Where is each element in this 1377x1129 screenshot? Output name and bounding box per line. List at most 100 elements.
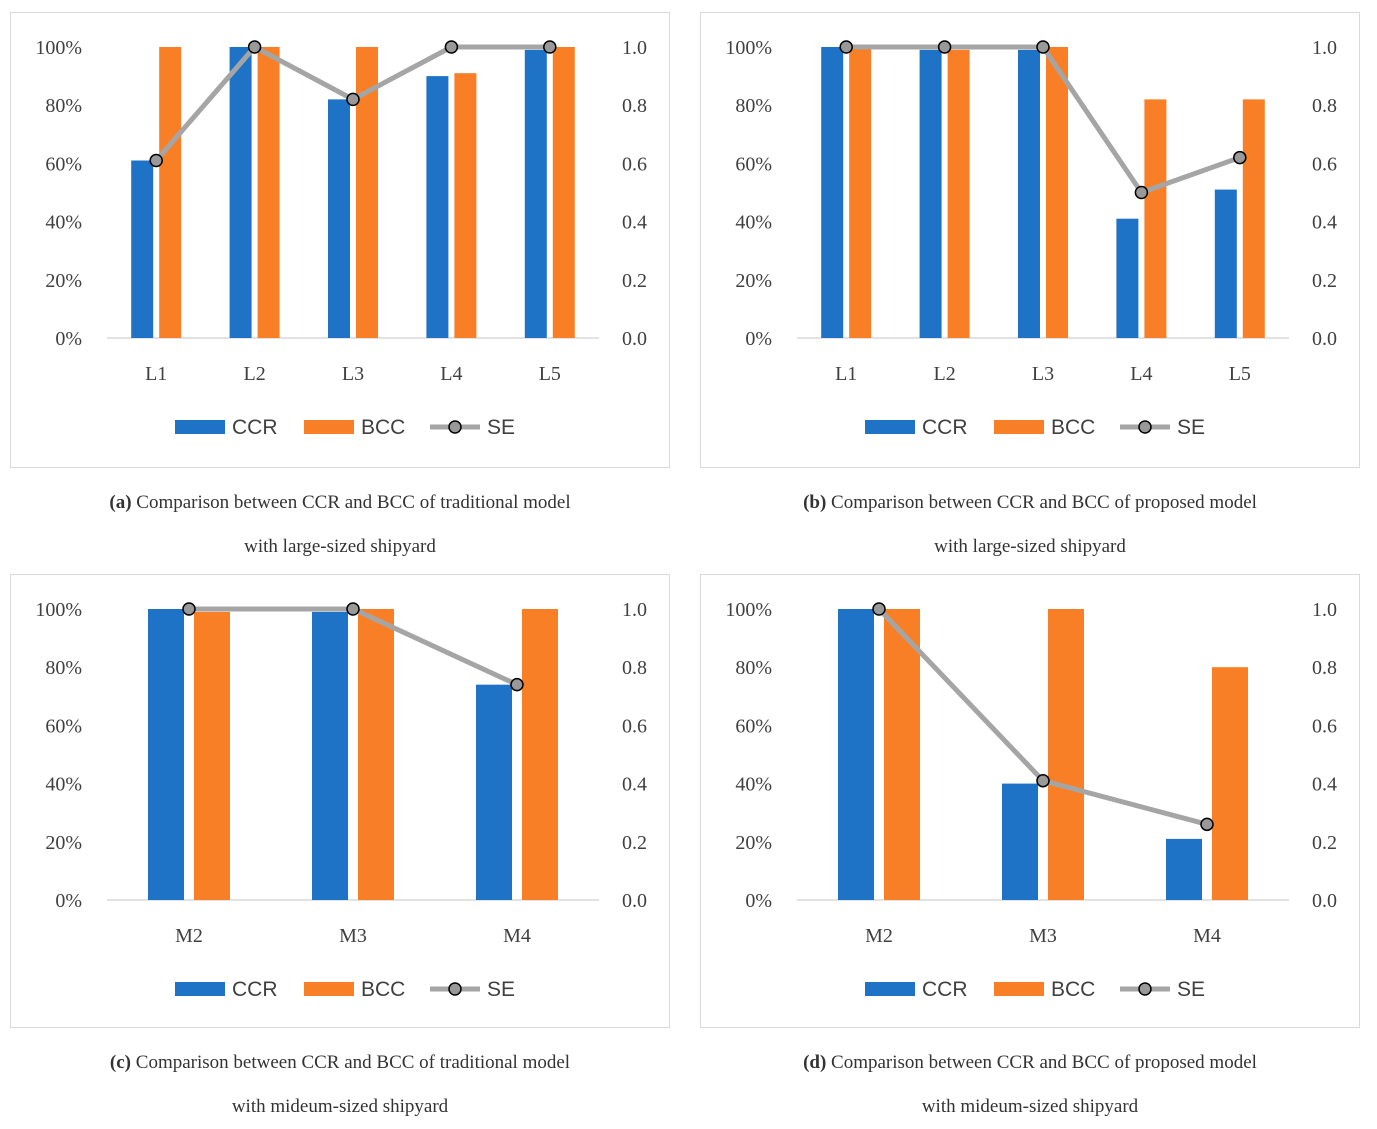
legend-se-label: SE bbox=[1177, 978, 1205, 1001]
right-axis-tick-label: 0.2 bbox=[622, 832, 647, 854]
bar-ccr-m2 bbox=[148, 609, 184, 900]
bar-bcc-l1 bbox=[159, 47, 182, 338]
se-point-m2 bbox=[872, 602, 886, 616]
right-axis-tick-label: 0.6 bbox=[622, 153, 647, 175]
caption-b-line2: with large-sized shipyard bbox=[934, 536, 1126, 557]
x-tick-label-l4: L4 bbox=[1130, 363, 1152, 385]
bar-bcc-l5 bbox=[1242, 99, 1265, 338]
bar-ccr-l4 bbox=[426, 76, 449, 338]
x-tick-label-m3: M3 bbox=[339, 925, 367, 947]
x-tick-label-m2: M2 bbox=[865, 925, 893, 947]
caption-b-line1: Comparison between CCR and BCC of propos… bbox=[831, 492, 1257, 513]
bar-ccr-m2 bbox=[838, 609, 874, 900]
right-axis-tick-label: 0.2 bbox=[622, 270, 647, 292]
se-point-l2 bbox=[247, 40, 262, 54]
se-point-m3 bbox=[1036, 773, 1050, 788]
chart-b-svg: 0% 20% 40% 60% 80% 100% 0.0 0.2 0.4 0.6 0.8 1.0 L1 L2… bbox=[700, 12, 1360, 468]
se-point-l1 bbox=[839, 40, 853, 54]
bar-ccr-m3 bbox=[1002, 783, 1038, 900]
right-axis-tick-label: 1.0 bbox=[1312, 599, 1337, 621]
se-point-l5 bbox=[1233, 150, 1247, 165]
left-axis-tick-label: 80% bbox=[45, 657, 82, 679]
se-point-l3 bbox=[1036, 40, 1050, 54]
legend-ccr-label: CCR bbox=[922, 978, 968, 1001]
bar-ccr-l2 bbox=[919, 49, 942, 338]
se-point-l3 bbox=[346, 92, 360, 107]
x-tick-label-l3: L3 bbox=[1032, 363, 1054, 385]
legend-bcc-swatch bbox=[304, 420, 354, 434]
right-axis-tick-label: 0.4 bbox=[622, 774, 647, 796]
right-axis-tick-label: 0.6 bbox=[1312, 715, 1337, 737]
caption-c: (c) Comparison between CCR and BCC of tr… bbox=[10, 1041, 670, 1129]
chart-panel-a: 0% 20% 40% 60% 80% 100% 0.0 0.2 0.4 0.6 0.8 1.0 L1 L2… bbox=[10, 12, 670, 468]
x-tick-label-l4: L4 bbox=[440, 363, 462, 385]
se-point-l1 bbox=[149, 153, 163, 168]
bar-bcc-m2 bbox=[194, 611, 230, 900]
left-axis-tick-label: 20% bbox=[735, 270, 772, 292]
left-axis-tick-label: 40% bbox=[735, 774, 772, 796]
chart-a-svg: 0% 20% 40% 60% 80% 100% 0.0 0.2 0.4 0.6 0.8 1.0 L1 L2… bbox=[10, 12, 670, 468]
left-axis-tick-label: 40% bbox=[45, 212, 82, 234]
chart-panel-d: 0% 20% 40% 60% 80% 100% 0.0 0.2 0.4 0.6 0.8 1.0 M2 M3… bbox=[700, 574, 1360, 1028]
legend-ccr-swatch bbox=[175, 420, 225, 434]
right-axis-tick-label: 0.4 bbox=[1312, 774, 1337, 796]
left-axis-tick-label: 20% bbox=[735, 832, 772, 854]
bar-ccr-l2 bbox=[229, 47, 252, 338]
right-axis-tick-label: 0.6 bbox=[1312, 153, 1337, 175]
left-axis-tick-label: 100% bbox=[725, 599, 772, 621]
caption-c-line1: Comparison between CCR and BCC of tradit… bbox=[135, 1052, 571, 1073]
bar-bcc-m4 bbox=[522, 609, 558, 900]
bar-bcc-m3 bbox=[358, 609, 394, 900]
bar-bcc-m3 bbox=[1048, 609, 1084, 900]
bar-ccr-m3 bbox=[312, 611, 348, 900]
legend-ccr-swatch bbox=[865, 982, 915, 996]
chart-c-svg: 0% 20% 40% 60% 80% 100% 0.0 0.2 0.4 0.6 0.8 1.0 M2 M3… bbox=[10, 574, 670, 1028]
left-axis-tick-label: 60% bbox=[735, 715, 772, 737]
left-axis-tick-label: 20% bbox=[45, 270, 82, 292]
left-axis-tick-label: 80% bbox=[735, 657, 772, 679]
right-axis-tick-label: 0.0 bbox=[622, 328, 647, 350]
legend-bcc-swatch bbox=[994, 982, 1044, 996]
left-axis-tick-label: 60% bbox=[735, 153, 772, 175]
right-axis-tick-label: 0.6 bbox=[622, 715, 647, 737]
legend-ccr-label: CCR bbox=[922, 416, 968, 439]
legend-se-label: SE bbox=[1177, 416, 1205, 439]
right-axis-tick-label: 0.2 bbox=[1312, 270, 1337, 292]
se-point-l2 bbox=[937, 40, 952, 54]
legend-bcc-label: BCC bbox=[1051, 416, 1095, 439]
caption-c-line2: with mideum-sized shipyard bbox=[231, 1096, 449, 1117]
bar-bcc-l2 bbox=[947, 49, 970, 338]
bar-bcc-l4 bbox=[454, 73, 477, 338]
left-axis-tick-label: 80% bbox=[735, 95, 772, 117]
right-axis-tick-label: 0.4 bbox=[622, 212, 647, 234]
se-point-m4 bbox=[1200, 817, 1214, 832]
caption-a-line1: Comparison between CCR and BCC of tradit… bbox=[136, 492, 571, 513]
bar-ccr-m4 bbox=[476, 684, 512, 900]
right-axis-tick-label: 0.8 bbox=[1312, 95, 1337, 117]
caption-b-label: (b) bbox=[803, 492, 827, 513]
x-tick-label-m2: M2 bbox=[175, 925, 203, 947]
right-axis-tick-label: 0.8 bbox=[1312, 657, 1337, 679]
se-point-m4 bbox=[510, 677, 524, 692]
x-tick-label-l2: L2 bbox=[243, 363, 265, 385]
bar-bcc-l1 bbox=[849, 47, 872, 338]
caption-c-label: (c) bbox=[109, 1052, 132, 1073]
bar-ccr-l3 bbox=[328, 99, 350, 338]
legend-bcc-swatch bbox=[304, 982, 354, 996]
se-point-m2 bbox=[182, 602, 196, 616]
right-axis-tick-label: 0.0 bbox=[1312, 328, 1337, 350]
legend-ccr-swatch bbox=[865, 420, 915, 434]
right-axis-tick-label: 1.0 bbox=[622, 37, 647, 59]
right-axis-tick-label: 0.8 bbox=[622, 657, 647, 679]
bar-bcc-m4 bbox=[1212, 667, 1248, 900]
x-tick-label-l2: L2 bbox=[933, 363, 955, 385]
right-axis-tick-label: 0.4 bbox=[1312, 212, 1337, 234]
legend-bcc-label: BCC bbox=[1051, 978, 1095, 1001]
legend-bcc-label: BCC bbox=[361, 978, 405, 1001]
bar-ccr-l1 bbox=[821, 47, 844, 338]
caption-a-label: (a) bbox=[109, 492, 132, 513]
left-axis-tick-label: 60% bbox=[45, 153, 82, 175]
bar-bcc-l4 bbox=[1144, 99, 1167, 338]
left-axis-tick-label: 40% bbox=[45, 774, 82, 796]
legend-bcc-label: BCC bbox=[361, 416, 405, 439]
